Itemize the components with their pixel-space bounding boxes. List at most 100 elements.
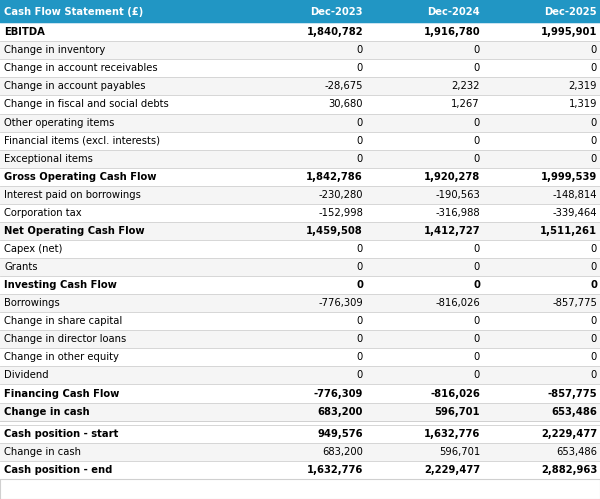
Text: -148,814: -148,814 <box>553 190 597 200</box>
Bar <box>249 312 366 330</box>
Bar <box>249 240 366 258</box>
Text: 2,232: 2,232 <box>451 81 480 91</box>
Bar <box>483 41 600 59</box>
Bar <box>249 0 366 23</box>
Bar <box>0 132 249 150</box>
Bar <box>483 403 600 421</box>
Text: 0: 0 <box>591 262 597 272</box>
Text: 0: 0 <box>474 316 480 326</box>
Bar <box>0 41 249 59</box>
Text: 0: 0 <box>357 45 363 55</box>
Bar <box>249 168 366 186</box>
Bar <box>366 403 483 421</box>
Text: 0: 0 <box>591 334 597 344</box>
Text: Change in other equity: Change in other equity <box>4 352 119 362</box>
Text: 0: 0 <box>591 370 597 380</box>
Bar <box>483 150 600 168</box>
Bar <box>249 114 366 132</box>
Bar <box>0 312 249 330</box>
Text: 2,319: 2,319 <box>569 81 597 91</box>
Text: 1,632,776: 1,632,776 <box>424 429 480 439</box>
Text: Dec-2025: Dec-2025 <box>544 6 597 16</box>
Bar <box>366 77 483 95</box>
Bar <box>366 330 483 348</box>
Text: Change in cash: Change in cash <box>4 407 90 417</box>
Text: 0: 0 <box>474 154 480 164</box>
Bar <box>483 59 600 77</box>
Text: Interest paid on borrowings: Interest paid on borrowings <box>4 190 141 200</box>
Bar <box>483 186 600 204</box>
Bar <box>0 240 249 258</box>
Bar <box>249 276 366 294</box>
Bar <box>0 168 249 186</box>
Text: 0: 0 <box>591 316 597 326</box>
Text: Dividend: Dividend <box>4 370 49 380</box>
Bar <box>366 204 483 222</box>
Bar <box>0 443 249 461</box>
Bar <box>249 366 366 385</box>
Bar <box>366 168 483 186</box>
Bar <box>483 114 600 132</box>
Bar <box>249 258 366 276</box>
Bar <box>0 222 249 240</box>
Bar <box>483 366 600 385</box>
Text: 0: 0 <box>356 280 363 290</box>
Text: -152,998: -152,998 <box>318 208 363 218</box>
Text: -816,026: -816,026 <box>435 298 480 308</box>
Bar <box>366 114 483 132</box>
Text: 0: 0 <box>590 280 597 290</box>
Bar <box>483 258 600 276</box>
Text: 0: 0 <box>474 63 480 73</box>
Bar <box>366 0 483 23</box>
Text: -339,464: -339,464 <box>553 208 597 218</box>
Bar <box>483 132 600 150</box>
Bar <box>0 330 249 348</box>
Bar <box>249 132 366 150</box>
Text: -776,309: -776,309 <box>318 298 363 308</box>
Text: 1,319: 1,319 <box>569 99 597 109</box>
Bar <box>366 425 483 443</box>
Bar <box>366 276 483 294</box>
Bar <box>0 461 249 479</box>
Bar <box>0 186 249 204</box>
Text: Cash position - start: Cash position - start <box>4 429 119 439</box>
Text: 0: 0 <box>357 370 363 380</box>
Text: Capex (net): Capex (net) <box>4 244 62 254</box>
Text: Gross Operating Cash Flow: Gross Operating Cash Flow <box>4 172 157 182</box>
Bar <box>0 479 600 499</box>
Bar <box>249 204 366 222</box>
Text: Other operating items: Other operating items <box>4 118 115 128</box>
Text: 0: 0 <box>474 262 480 272</box>
Bar <box>483 330 600 348</box>
Text: Change in account payables: Change in account payables <box>4 81 146 91</box>
Text: 0: 0 <box>474 352 480 362</box>
Text: 1,511,261: 1,511,261 <box>540 226 597 236</box>
Text: 0: 0 <box>473 280 480 290</box>
Text: 0: 0 <box>474 370 480 380</box>
Text: Change in cash: Change in cash <box>4 447 81 457</box>
Text: Exceptional items: Exceptional items <box>4 154 93 164</box>
Text: Net Operating Cash Flow: Net Operating Cash Flow <box>4 226 145 236</box>
Text: 0: 0 <box>474 244 480 254</box>
Bar <box>0 150 249 168</box>
Bar <box>366 258 483 276</box>
Bar <box>483 0 600 23</box>
Text: Cash Flow Statement (£): Cash Flow Statement (£) <box>4 6 143 16</box>
Bar <box>0 23 249 41</box>
Bar <box>0 294 249 312</box>
Text: Dec-2024: Dec-2024 <box>427 6 480 16</box>
Bar <box>366 443 483 461</box>
Text: 0: 0 <box>591 154 597 164</box>
Bar <box>0 95 249 114</box>
Bar <box>249 348 366 366</box>
Bar <box>0 258 249 276</box>
Bar <box>249 461 366 479</box>
Bar <box>483 425 600 443</box>
Text: 0: 0 <box>357 244 363 254</box>
Text: 1,840,782: 1,840,782 <box>307 27 363 37</box>
Bar <box>249 403 366 421</box>
Bar <box>0 0 249 23</box>
Bar <box>366 222 483 240</box>
Text: EBITDA: EBITDA <box>4 27 45 37</box>
Bar <box>0 425 249 443</box>
